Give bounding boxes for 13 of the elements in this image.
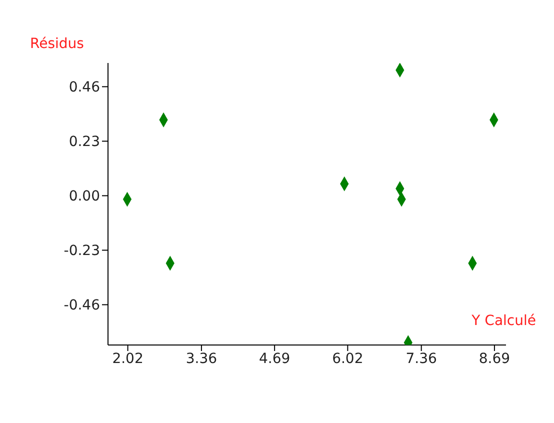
y-tick-label: 0.00: [68, 188, 100, 205]
y-tick-label: 0.23: [68, 134, 100, 150]
x-tick-label: 2.02: [112, 350, 144, 367]
y-tick-label: 0.46: [68, 80, 100, 96]
x-tick-label: 7.36: [406, 350, 438, 367]
y-axis-title: Résidus: [30, 36, 84, 52]
x-tick-label: 4.69: [258, 350, 290, 367]
x-tick-label: 8.69: [478, 350, 510, 367]
x-tick-label: 6.02: [332, 350, 364, 367]
y-tick-label: -0.46: [64, 298, 100, 314]
x-tick-label: 3.36: [186, 350, 218, 367]
x-axis-title: Y Calculé: [470, 312, 536, 329]
y-tick-label: -0.23: [64, 243, 100, 260]
